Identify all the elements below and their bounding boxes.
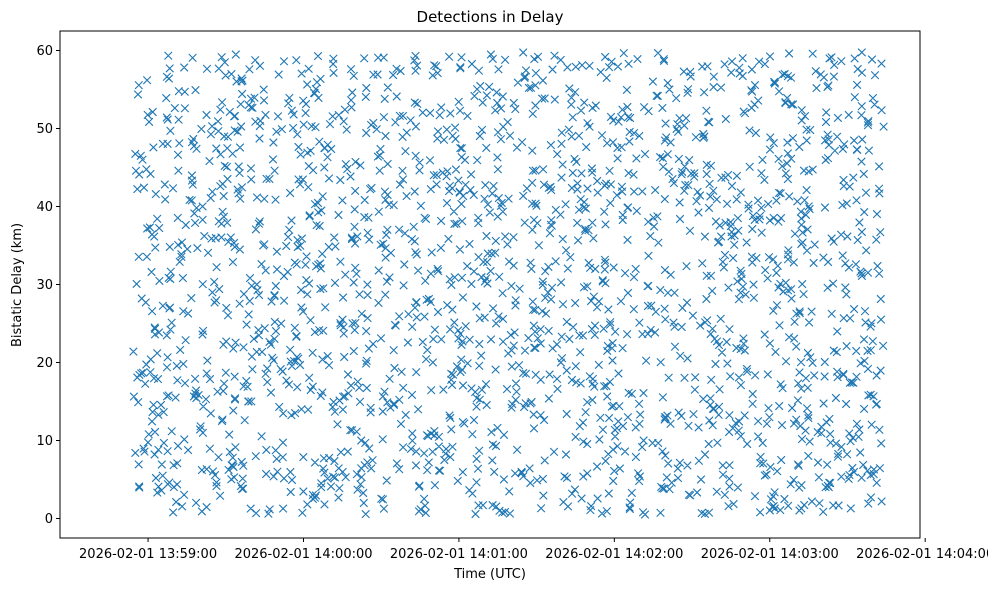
chart-title: Detections in Delay xyxy=(417,8,564,26)
x-tick-label: 2026-02-01 14:04:00 xyxy=(856,547,988,562)
plot-frame xyxy=(59,30,921,539)
x-axis-ticks: 2026-02-01 13:59:00 2026-02-01 14:00:00 20… xyxy=(79,538,988,562)
y-tick-label: 20 xyxy=(36,356,53,371)
y-tick-label: 30 xyxy=(36,278,53,293)
y-axis-label: Bistatic Delay (km) xyxy=(10,223,25,347)
x-tick-label: 2026-02-01 14:03:00 xyxy=(701,547,839,562)
y-tick-label: 10 xyxy=(36,434,53,449)
y-tick-label: 40 xyxy=(36,200,53,215)
x-tick-label: 2026-02-01 13:59:00 xyxy=(79,547,217,562)
y-tick-label: 50 xyxy=(36,122,53,137)
data-points xyxy=(129,48,888,519)
x-tick-label: 2026-02-01 14:01:00 xyxy=(390,547,528,562)
y-tick-label: 0 xyxy=(45,512,53,527)
x-tick-label: 2026-02-01 14:02:00 xyxy=(545,547,683,562)
x-axis-label: Time (UTC) xyxy=(453,567,526,582)
y-axis-ticks: 0 10 20 30 40 50 60 xyxy=(36,44,60,527)
detection-markers xyxy=(129,48,888,519)
x-tick-label: 2026-02-01 14:00:00 xyxy=(234,547,372,562)
y-tick-label: 60 xyxy=(36,44,53,59)
